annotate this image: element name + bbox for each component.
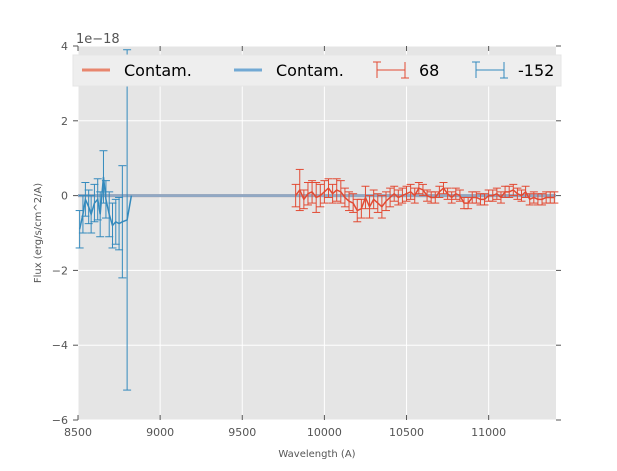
x-tick-label: 10500 (389, 426, 424, 439)
axes-background (78, 46, 556, 420)
offset-text: 1e−18 (76, 32, 120, 47)
legend-label: Contam. (124, 61, 192, 80)
legend-label: 68 (419, 61, 439, 80)
y-tick-label: 4 (61, 40, 68, 53)
y-tick-label: −2 (52, 264, 68, 277)
series-line-68 (295, 187, 555, 212)
y-axis-label: Flux (erg/s/cm^2/A) (33, 183, 44, 283)
x-tick-label: 9500 (228, 426, 256, 439)
y-tick-label: −6 (52, 414, 68, 427)
legend-errorbar-icon (472, 61, 508, 79)
series-line--152 (78, 176, 133, 230)
plot-marks (75, 49, 559, 391)
y-tick-label: −4 (52, 339, 68, 352)
x-axis-label: Wavelength (A) (278, 449, 355, 460)
x-tick-label: 10000 (307, 426, 342, 439)
axis-ticks: 8500 9000 9500 10000 10500 11000 4 2 0 −2 −4 −6 (52, 40, 561, 439)
legend-errorbar-icon (373, 61, 409, 79)
y-tick-label: 2 (61, 115, 68, 128)
x-tick-label: 9000 (146, 426, 174, 439)
legend-label: Contam. (276, 61, 344, 80)
legend: Contam. Contam. 68 -152 (72, 54, 562, 87)
legend-label: -152 (518, 61, 554, 80)
errorbar (75, 210, 84, 249)
x-tick-label: 8500 (64, 426, 92, 439)
x-tick-label: 11000 (471, 426, 506, 439)
y-tick-label: 0 (61, 190, 68, 203)
